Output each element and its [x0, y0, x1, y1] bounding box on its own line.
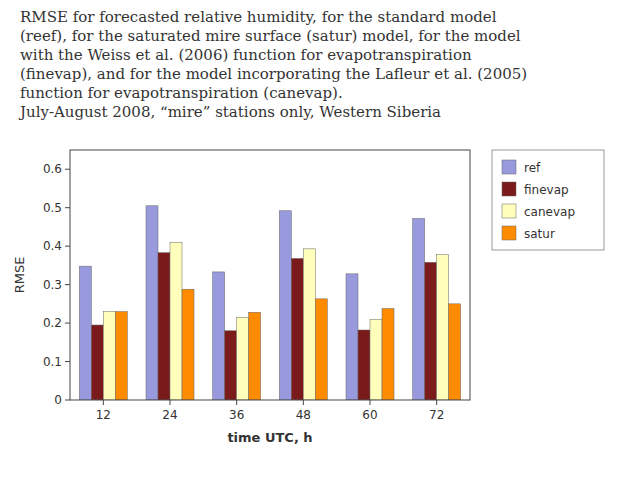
x-tick	[370, 400, 371, 405]
y-tick	[65, 169, 70, 170]
x-tick-label: 24	[162, 408, 177, 422]
x-axis-label: time UTC, h	[227, 430, 312, 445]
x-tick	[436, 400, 437, 405]
title: RMSE for forecasted relative humidity, f…	[18, 8, 527, 121]
bar	[182, 289, 194, 400]
legend-swatch	[502, 226, 516, 240]
x-tick	[170, 400, 171, 405]
plot-frame	[70, 150, 470, 400]
legend-label: satur	[524, 227, 555, 241]
bar	[382, 308, 394, 400]
bar	[437, 255, 449, 400]
bar	[425, 262, 437, 400]
legend-label: ref	[524, 161, 541, 175]
title-line: July-August 2008, “mire” stations only, …	[18, 103, 441, 121]
x-tick	[236, 400, 237, 405]
bar	[103, 312, 115, 400]
y-tick-label: 0.6	[43, 162, 62, 176]
x-tick	[103, 400, 104, 405]
bar	[279, 211, 291, 400]
x-tick-label: 36	[229, 408, 244, 422]
x-tick-label: 12	[96, 408, 111, 422]
x-tick-label: 48	[296, 408, 311, 422]
bar	[79, 266, 91, 400]
bar	[346, 274, 358, 400]
y-tick-label: 0.5	[43, 201, 62, 215]
y-tick-label: 0	[54, 393, 62, 407]
bar	[146, 206, 158, 400]
legend-swatch	[502, 160, 516, 174]
title-line: (finevap), and for the model incorporati…	[20, 65, 527, 83]
y-tick-label: 0.2	[43, 316, 62, 330]
bar	[225, 331, 237, 400]
bar	[237, 317, 249, 400]
y-tick	[65, 400, 70, 401]
x-tick	[303, 400, 304, 405]
y-tick-label: 0.1	[43, 355, 62, 369]
x-tick-label: 60	[362, 408, 377, 422]
x-tick-label: 72	[429, 408, 444, 422]
bar	[291, 258, 303, 400]
bar	[115, 312, 127, 400]
y-tick	[65, 246, 70, 247]
y-tick-label: 0.3	[43, 278, 62, 292]
legend: ref finevap canevap satur	[492, 150, 604, 250]
y-tick	[65, 323, 70, 324]
bar	[315, 299, 327, 400]
title-line: function for evapotranspiration (canevap…	[20, 84, 343, 102]
y-tick-label: 0.4	[43, 239, 62, 253]
y-axis-label: RMSE	[12, 257, 27, 294]
legend-label: finevap	[524, 183, 569, 197]
y-tick	[65, 207, 70, 208]
bar	[213, 272, 225, 400]
bar	[370, 319, 382, 400]
bar	[413, 218, 425, 400]
bar	[449, 304, 461, 400]
title-line: (reef), for the saturated mire surface (…	[20, 27, 521, 45]
bar	[249, 312, 261, 400]
title-line: with the Weiss et al. (2006) function fo…	[20, 46, 472, 64]
chart-container: RMSE for forecasted relative humidity, f…	[0, 0, 640, 480]
bar	[158, 253, 170, 400]
bar	[303, 249, 315, 400]
legend-swatch	[502, 182, 516, 196]
legend-frame	[492, 150, 604, 250]
legend-swatch	[502, 204, 516, 218]
chart-svg: RMSE for forecasted relative humidity, f…	[0, 0, 640, 480]
bar	[358, 330, 370, 400]
bar	[91, 325, 103, 400]
y-tick	[65, 284, 70, 285]
title-line: RMSE for forecasted relative humidity, f…	[20, 8, 497, 26]
bars	[79, 206, 460, 400]
bar	[170, 242, 182, 400]
legend-label: canevap	[524, 205, 575, 219]
y-tick	[65, 361, 70, 362]
